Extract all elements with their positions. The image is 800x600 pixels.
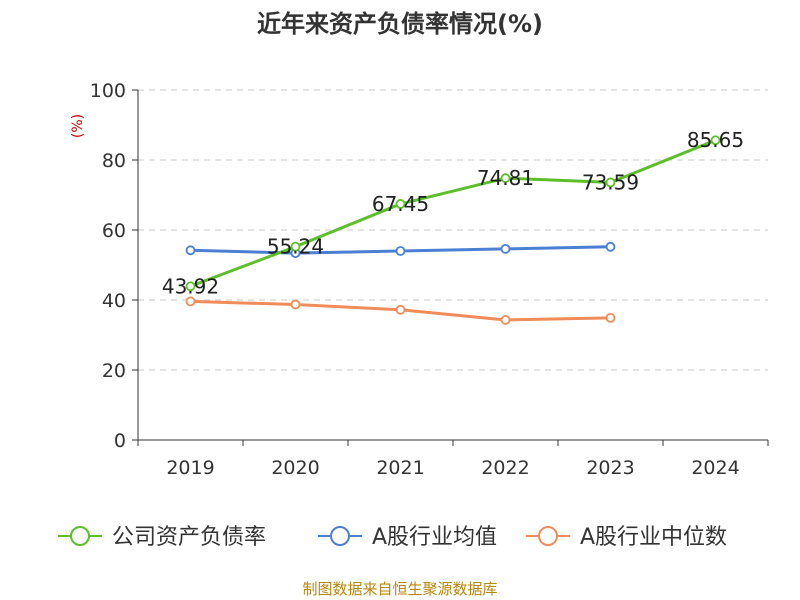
data-label: 74.81 [477,166,534,190]
grid-lines [138,89,768,371]
data-label: 67.45 [372,192,429,216]
legend-label: A股行业均值 [372,525,497,550]
data-point [185,245,196,256]
y-axis-label: (%) [70,114,86,138]
y-tick-label: 40 [102,290,126,312]
data-label: 85.65 [687,128,744,152]
data-point [185,281,196,292]
data-point [710,135,721,146]
data-point [500,173,511,184]
x-tick-label: 2022 [481,457,529,479]
x-tick-label: 2020 [271,457,319,479]
chart-title: 近年来资产负债率情况(%) [257,10,543,38]
y-tick-label: 0 [114,430,126,452]
legend-label: A股行业中位数 [580,525,727,550]
legend-marker [70,526,90,546]
data-label: 43.92 [162,274,219,298]
source-note: 制图数据来自恒生聚源数据库 [302,580,498,598]
data-point [605,312,616,323]
y-tick-label: 80 [102,150,126,172]
y-tick-label: 100 [90,80,126,102]
series [185,135,721,325]
x-tick-label: 2021 [376,457,424,479]
data-point [500,243,511,254]
y-tick-label: 20 [102,360,126,382]
data-label: 55.24 [267,235,324,259]
data-point [395,246,406,256]
legend-marker [538,526,558,546]
data-labels: 43.92 55.24 67.45 74.81 73.59 85.65 [162,128,744,298]
data-point [605,241,616,252]
y-tick-label: 60 [102,220,126,242]
data-label: 73.59 [582,170,639,194]
data-point [290,241,301,252]
data-point [185,296,196,307]
series-line [189,138,717,288]
data-point [500,315,511,325]
legend-marker [330,526,350,546]
axes: 0 20 40 60 80 100 2019 2020 2021 2022 2023 2024 [90,80,769,479]
data-point [395,304,406,315]
x-tick-label: 2024 [691,457,739,479]
x-tick-label: 2023 [586,457,634,479]
data-point [605,177,616,188]
legend: 公司资产负债率 A股行业均值 A股行业中位数 [58,525,727,550]
legend-label: 公司资产负债率 [112,525,266,550]
x-tick-label: 2019 [166,457,214,479]
data-point [395,199,406,209]
data-point [290,299,301,310]
